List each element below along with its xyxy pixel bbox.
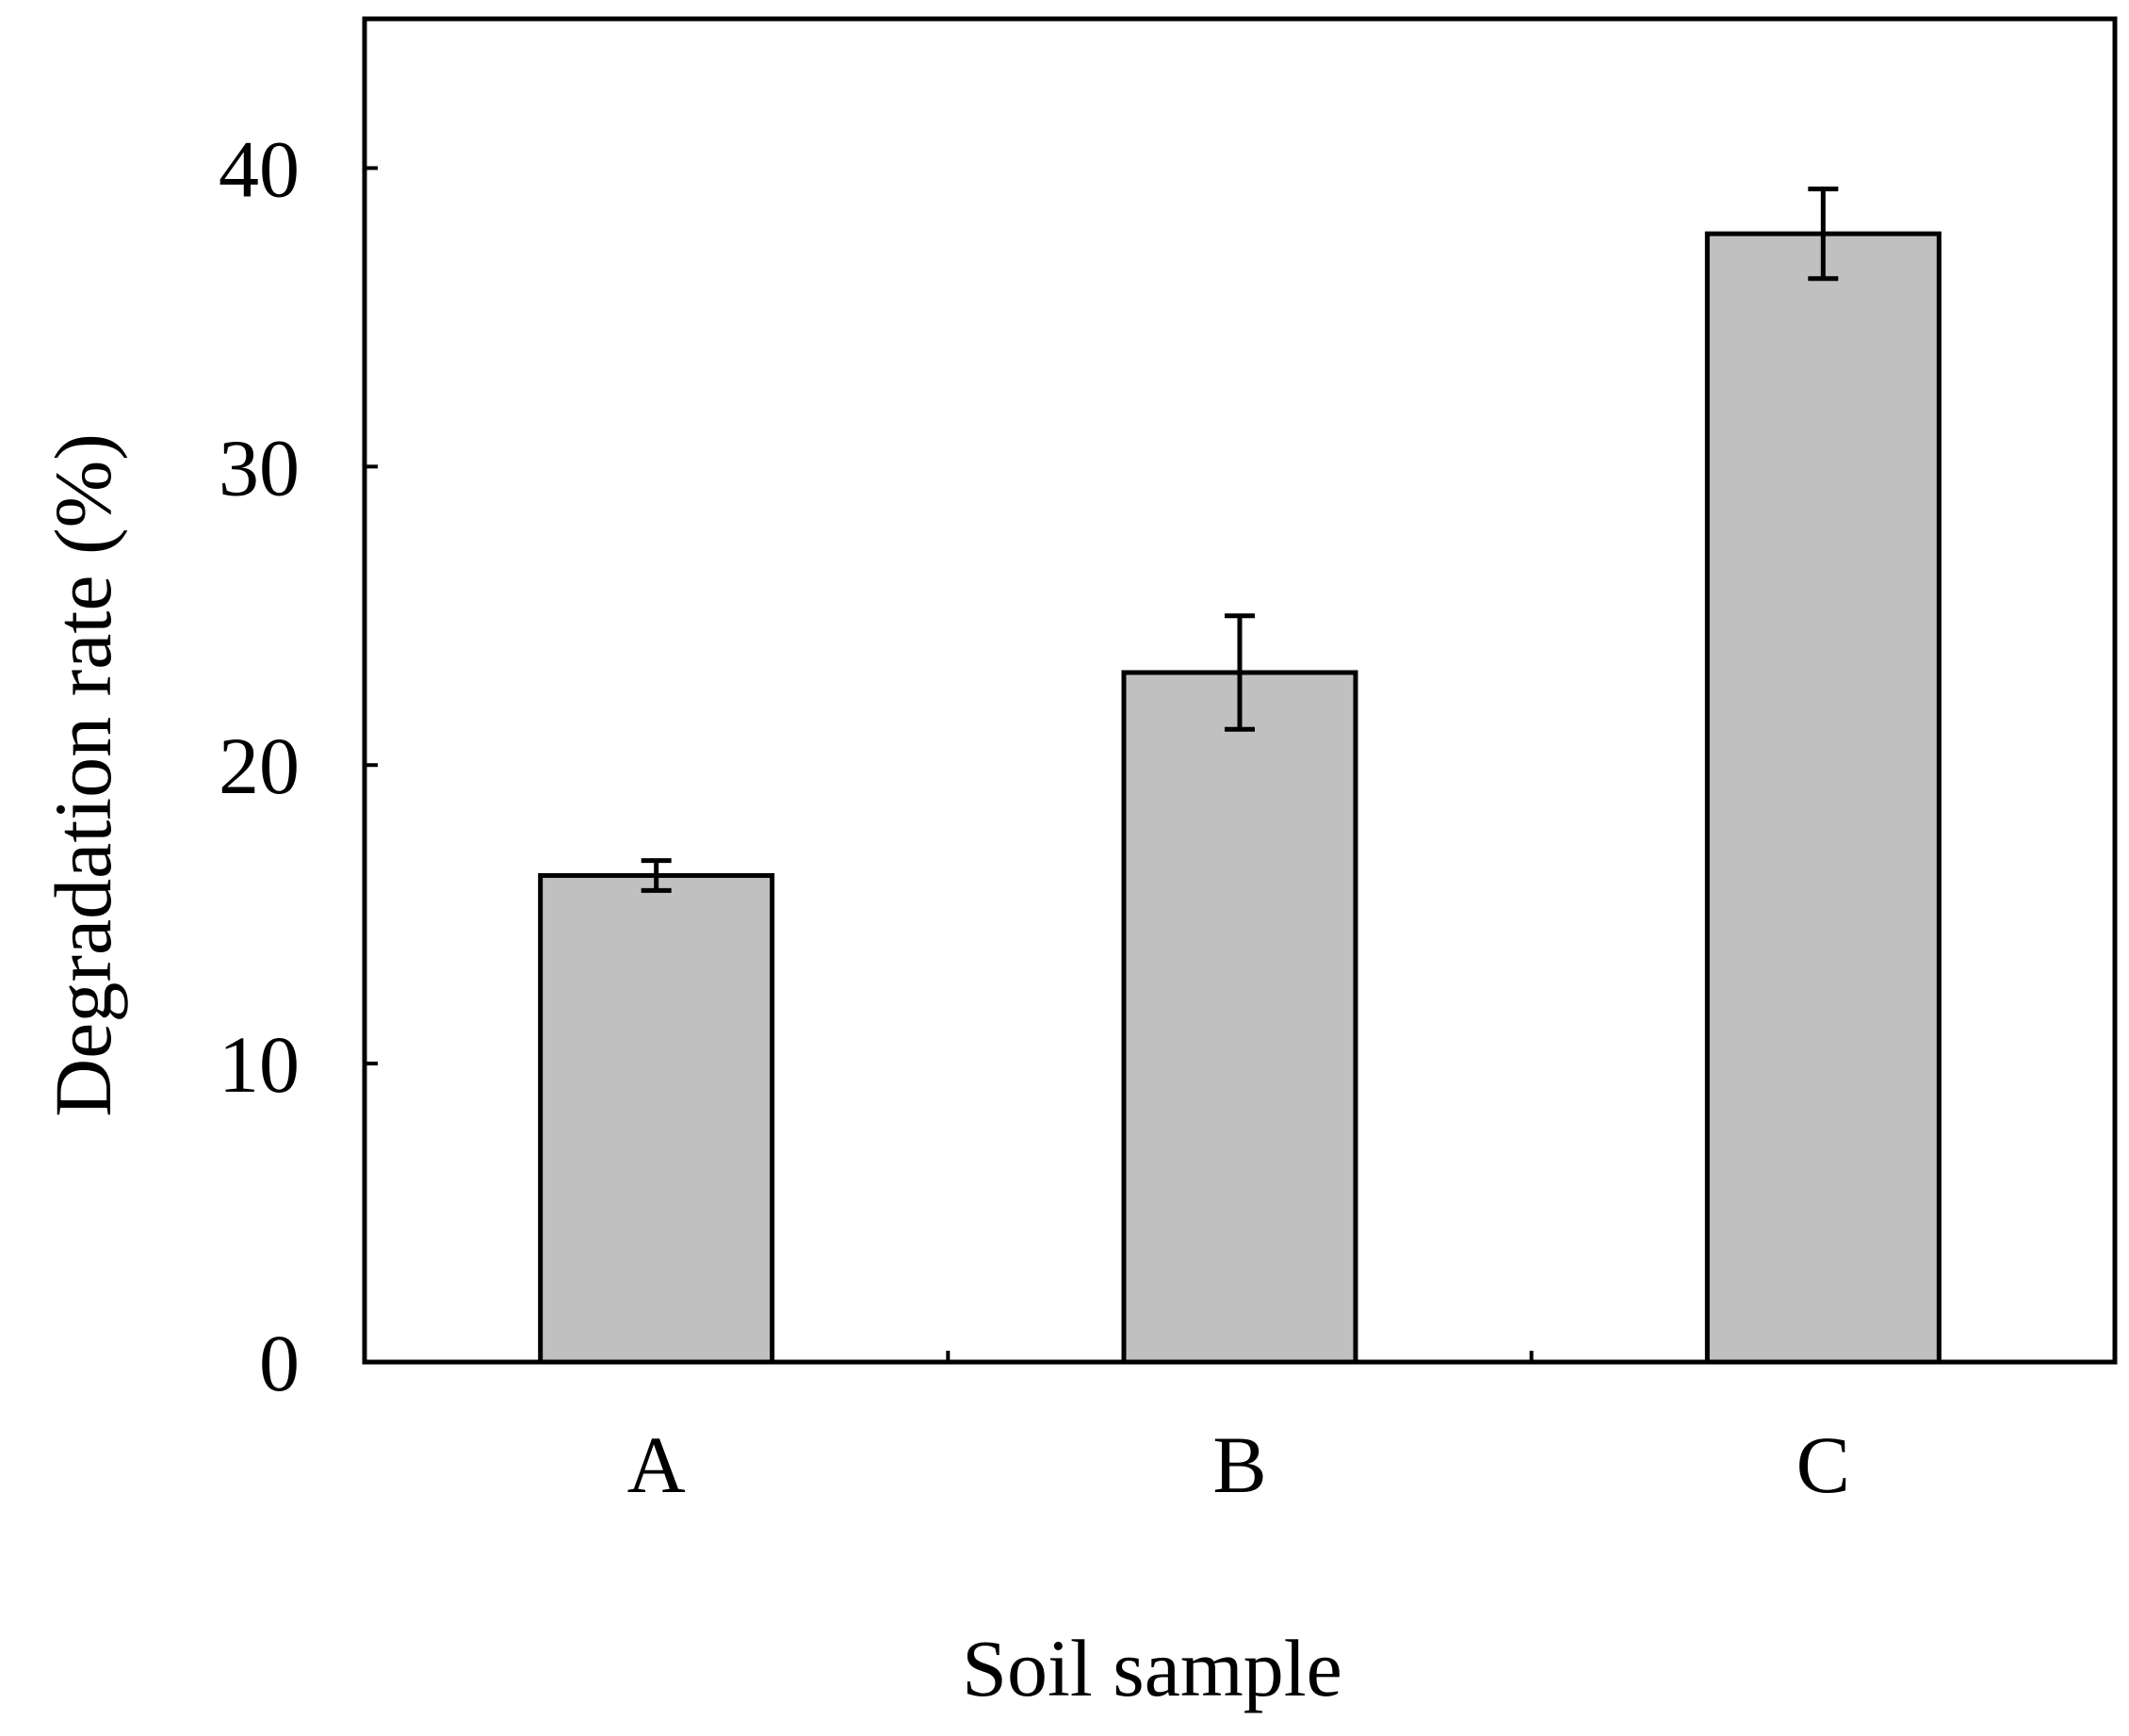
bars-layer	[538, 231, 1942, 1365]
bar-C	[1704, 231, 1942, 1365]
y-tick-label-40: 40	[219, 123, 300, 214]
bar-A	[538, 872, 775, 1365]
y-tick-label-30: 30	[219, 422, 300, 512]
error-bar-B	[1225, 613, 1255, 732]
x-tick-label-C: C	[1796, 1420, 1850, 1510]
plot-frame	[362, 16, 2118, 1365]
x-tick-label-A: A	[627, 1420, 686, 1510]
y-tick-label-10: 10	[219, 1019, 300, 1110]
y-tick-label-20: 20	[219, 721, 300, 811]
y-tick-label-0: 0	[259, 1318, 300, 1408]
x-axis-label: Soil sample	[962, 1623, 1342, 1713]
error-bar-A	[641, 858, 672, 893]
y-axis-label: Degradation rate (%)	[38, 433, 128, 1117]
error-bars-layer	[641, 187, 1839, 893]
ticks-layer: A B C 0 10 20 30 40	[219, 123, 1850, 1510]
x-tick-label-B: B	[1212, 1420, 1266, 1510]
error-bar-C	[1808, 187, 1839, 282]
bar-B	[1121, 670, 1358, 1365]
